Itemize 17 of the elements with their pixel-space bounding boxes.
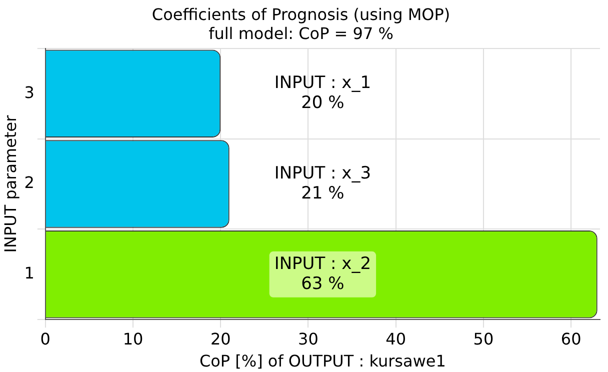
- chart-subtitle: full model: CoP = 97 %: [208, 24, 394, 43]
- y-tick-label: 2: [24, 173, 34, 192]
- y-tick-label: 3: [24, 82, 34, 102]
- x-tick-label: 20: [210, 329, 231, 348]
- x-tick-label: 30: [298, 329, 318, 348]
- x-tick-label: 60: [560, 329, 582, 348]
- x-axis-title: CoP [%] of OUTPUT : kursawe1: [199, 352, 446, 371]
- data-label: INPUT : x_3 21 %: [274, 163, 372, 204]
- x-tick-label: 40: [386, 329, 406, 348]
- data-label: INPUT : x_2 63 %: [274, 254, 372, 294]
- y-axis-title: INPUT parameter: [0, 114, 20, 253]
- x-tick-label: 50: [473, 329, 494, 348]
- chart-title: Coefficients of Prognosis (using MOP): [152, 4, 450, 24]
- y-tick-label: 1: [24, 264, 34, 283]
- x-tick-label: 10: [122, 329, 144, 348]
- x-tick-label: 0: [40, 329, 50, 348]
- data-label: INPUT : x_1 20 %: [274, 73, 372, 114]
